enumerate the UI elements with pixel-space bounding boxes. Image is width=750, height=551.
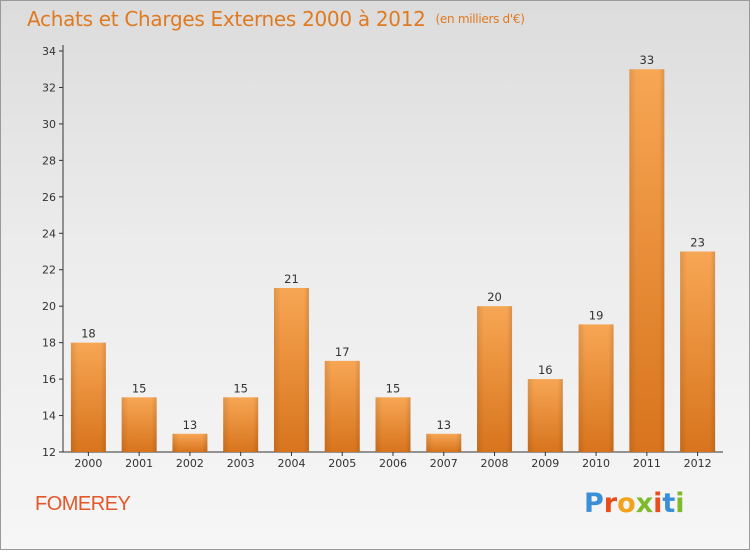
bar-value-label: 15	[233, 381, 248, 395]
x-tick-label: 2007	[430, 457, 458, 470]
y-tick-label: 30	[42, 118, 56, 131]
chart-title-text: Achats et Charges Externes 2000 à 2012	[27, 7, 426, 31]
bar-value-label: 21	[284, 272, 299, 286]
y-tick-label: 18	[42, 337, 56, 350]
y-tick-label: 28	[42, 154, 56, 167]
bar-shade	[578, 324, 614, 452]
y-tick-label: 26	[42, 191, 56, 204]
bar-value-label: 17	[335, 345, 350, 359]
y-tick-label: 32	[42, 81, 56, 94]
bar-shade	[273, 287, 309, 452]
bar-value-label: 20	[487, 290, 502, 304]
x-tick-label: 2004	[277, 457, 305, 470]
bar-value-label: 15	[132, 381, 147, 395]
bar-shade	[324, 360, 360, 452]
y-tick-label: 16	[42, 373, 56, 386]
bar-value-label: 13	[183, 418, 198, 432]
bar-value-label: 13	[436, 418, 451, 432]
y-tick-label: 20	[42, 300, 56, 313]
bar-shade	[223, 397, 259, 452]
x-tick-label: 2003	[227, 457, 255, 470]
x-tick-label: 2001	[125, 457, 153, 470]
x-tick-label: 2002	[176, 457, 204, 470]
bar-shade	[70, 342, 106, 452]
x-tick-label: 2009	[531, 457, 559, 470]
y-tick-label: 34	[42, 45, 56, 58]
x-tick-label: 2011	[633, 457, 661, 470]
bar-shade	[477, 306, 513, 452]
proxiti-logo: Proxiti	[584, 488, 685, 519]
bar-value-label: 16	[538, 363, 553, 377]
x-tick-label: 2010	[582, 457, 610, 470]
bar-shade	[121, 397, 157, 452]
bar-shade	[426, 433, 462, 452]
y-axis: 12 14 16 18 20 22 24 26 28 30 32 34	[42, 45, 64, 459]
bar-shade	[629, 69, 665, 453]
bar-shade	[527, 379, 563, 452]
bar-value-label: 18	[81, 327, 96, 341]
y-tick-label: 14	[42, 410, 56, 423]
bar-value-label: 19	[589, 308, 604, 322]
town-name: FOMEREY	[35, 493, 131, 515]
bar-value-label: 15	[386, 381, 401, 395]
x-tick-label: 2012	[684, 457, 712, 470]
chart-title: Achats et Charges Externes 2000 à 2012 (e…	[27, 7, 525, 31]
bar-value-label: 33	[640, 53, 655, 67]
x-tick-label: 2006	[379, 457, 407, 470]
bar-shade	[375, 397, 411, 452]
bar-value-label: 23	[690, 236, 705, 250]
y-tick-label: 12	[42, 446, 56, 459]
x-axis: 2000 2001 2002 2003 2004 2005 2006 2007 2008 2009…	[63, 451, 723, 470]
bar-shade	[172, 433, 208, 452]
bars: 18 15 13 15 21 17 15 13 20 16 19 33 23	[70, 53, 716, 453]
x-tick-label: 2008	[481, 457, 509, 470]
x-tick-label: 2005	[328, 457, 356, 470]
x-tick-label: 2000	[74, 457, 102, 470]
y-tick-label: 24	[42, 227, 56, 240]
bar-shade	[680, 251, 716, 452]
y-tick-label: 22	[42, 264, 56, 277]
chart-subtitle: (en milliers d'€)	[435, 12, 525, 26]
